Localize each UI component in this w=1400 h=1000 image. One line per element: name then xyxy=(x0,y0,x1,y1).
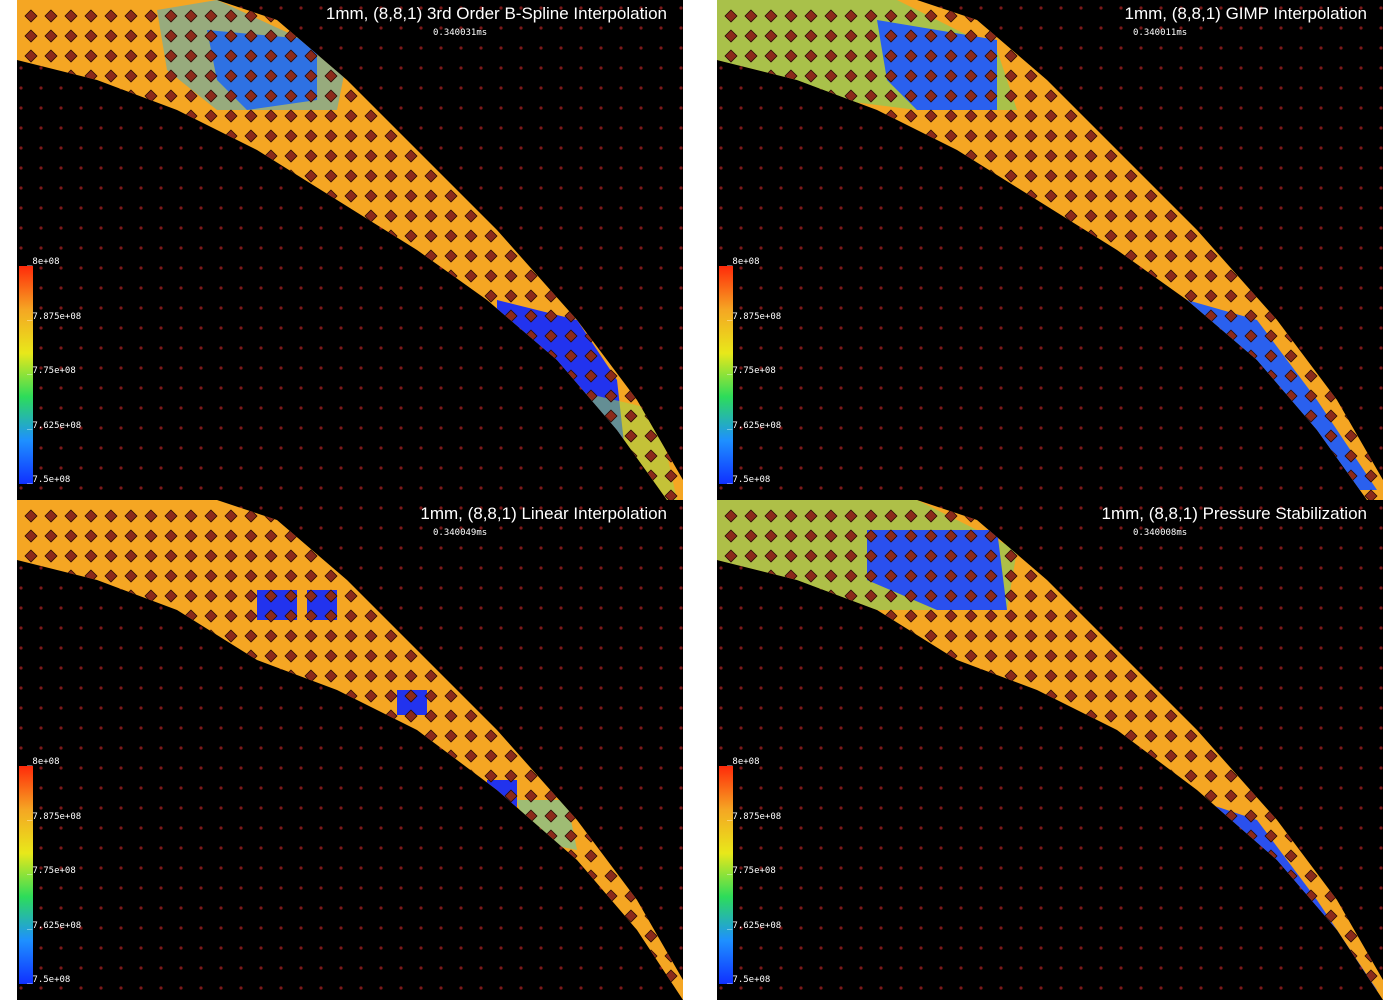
colorbar-tick-label: _7.75e+08 xyxy=(727,366,776,376)
panel-bspline: 1mm, (8,8,1) 3rd Order B-Spline Interpol… xyxy=(17,0,683,500)
colorbar-tick-label: _8e+08 xyxy=(27,757,60,767)
colorbar-gradient xyxy=(719,266,733,484)
simulation-view xyxy=(17,500,683,1000)
colorbar-tick-label: _7.5e+08 xyxy=(727,475,771,485)
panel-time: 0.340011ms xyxy=(1133,28,1188,38)
colorbar-tick-label: _7.625e+08 xyxy=(727,920,782,931)
pressure-patch xyxy=(867,530,1007,610)
colorbar-gradient xyxy=(19,766,33,984)
material-band xyxy=(17,500,683,1000)
pressure-patch xyxy=(487,830,517,860)
pressure-patches xyxy=(717,0,1377,490)
colorbar-tick-label: _7.875e+08 xyxy=(727,311,782,322)
colorbar-tick-label: _7.875e+08 xyxy=(27,811,82,822)
colorbar-tick-label: _8e+08 xyxy=(727,757,760,767)
panel-title: 1mm, (8,8,1) GIMP Interpolation xyxy=(1124,4,1367,23)
simulation-view xyxy=(717,500,1383,1000)
panel-gimp: 1mm, (8,8,1) GIMP Interpolation 0.340011… xyxy=(717,0,1383,500)
panel-title: 1mm, (8,8,1) 3rd Order B-Spline Interpol… xyxy=(325,4,667,23)
panel-title: 1mm, (8,8,1) Linear Interpolation xyxy=(420,504,667,523)
panel-time: 0.340008ms xyxy=(1133,528,1188,538)
pressure-patch xyxy=(877,20,997,110)
material-band xyxy=(17,0,683,500)
colorbar-tick-label: _7.75e+08 xyxy=(727,866,776,876)
pressure-patch xyxy=(517,800,577,850)
colorbar-tick-label: _7.5e+08 xyxy=(27,975,71,985)
colorbar-tick-label: _7.75e+08 xyxy=(27,866,76,876)
colorbar-gradient xyxy=(719,766,733,984)
pressure-patch xyxy=(497,300,627,480)
panel-time: 0.340031ms xyxy=(433,28,488,38)
panel-pressure-stabilization: 1mm, (8,8,1) Pressure Stabilization 0.34… xyxy=(717,500,1383,1000)
colorbar-tick-label: _7.875e+08 xyxy=(727,811,782,822)
colorbar-tick-label: _7.875e+08 xyxy=(27,311,82,322)
pressure-patch xyxy=(397,690,427,715)
simulation-view xyxy=(17,0,683,500)
panel-title: 1mm, (8,8,1) Pressure Stabilization xyxy=(1101,504,1368,523)
colorbar-tick-label: _7.5e+08 xyxy=(727,975,771,985)
colorbar-tick-label: _8e+08 xyxy=(27,257,60,267)
simulation-view xyxy=(717,0,1383,500)
panel-linear: 1mm, (8,8,1) Linear Interpolation 0.3400… xyxy=(17,500,683,1000)
colorbar-tick-label: _7.625e+08 xyxy=(727,420,782,431)
colorbar-gradient xyxy=(19,266,33,484)
colorbar-tick-label: _8e+08 xyxy=(727,257,760,267)
colorbar-tick-label: _7.75e+08 xyxy=(27,366,76,376)
panel-time: 0.340049ms xyxy=(433,528,488,538)
colorbar-tick-label: _7.625e+08 xyxy=(27,420,82,431)
colorbar-tick-label: _7.625e+08 xyxy=(27,920,82,931)
colorbar-tick-label: _7.5e+08 xyxy=(27,475,71,485)
